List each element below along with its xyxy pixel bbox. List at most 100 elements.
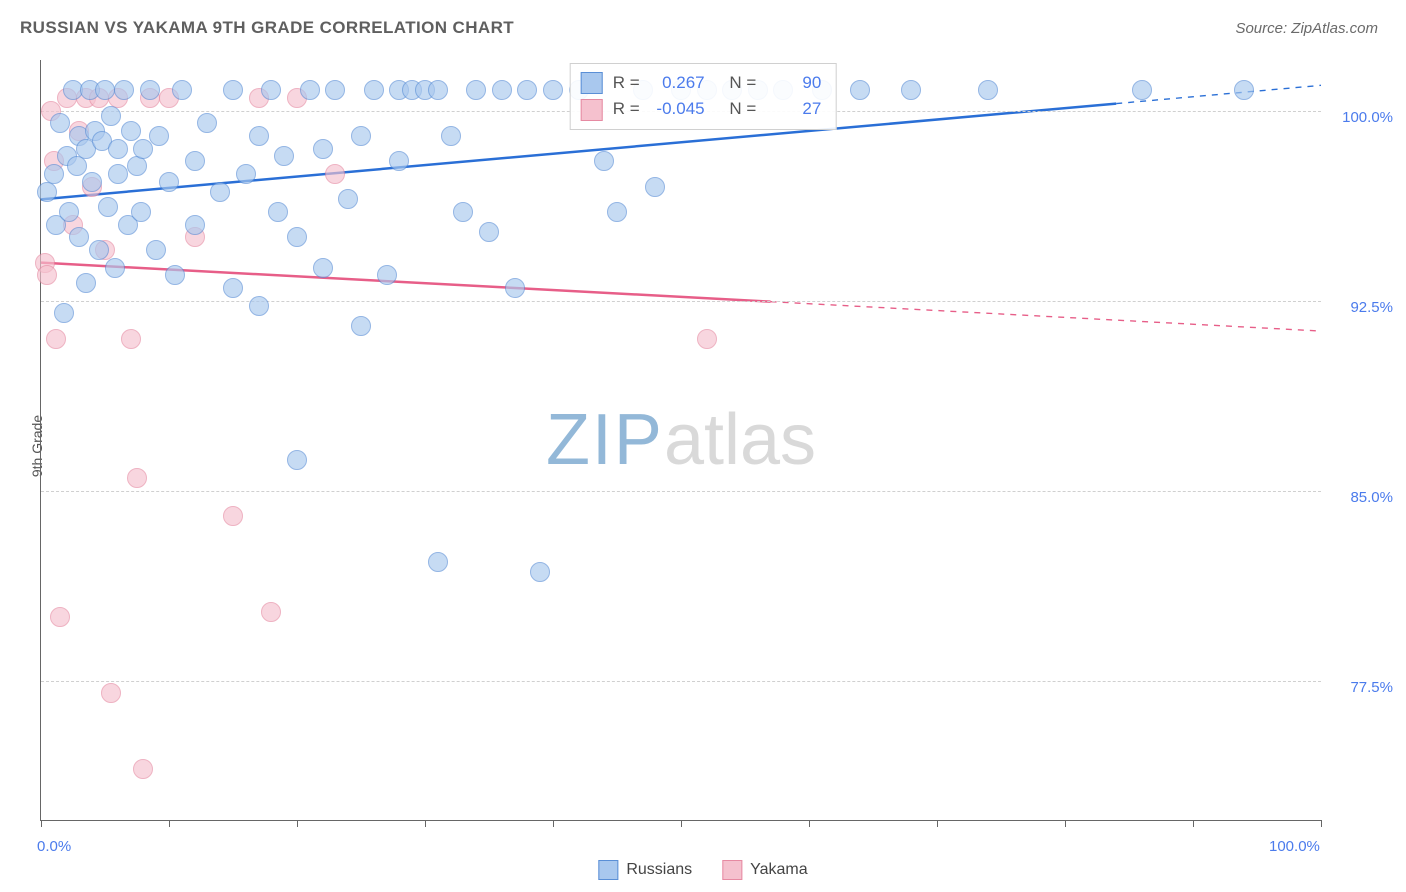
- point-russians: [185, 215, 205, 235]
- y-tick-label: 92.5%: [1350, 299, 1393, 316]
- point-russians: [69, 227, 89, 247]
- point-yakama: [121, 329, 141, 349]
- stats-n-value: 27: [766, 96, 821, 122]
- trend-lines-layer: [41, 60, 1321, 820]
- point-russians: [428, 80, 448, 100]
- x-tick: [553, 820, 554, 827]
- stats-n-value: 90: [766, 70, 821, 96]
- x-tick: [681, 820, 682, 827]
- stats-n-label: N =: [729, 70, 756, 96]
- point-russians: [149, 126, 169, 146]
- stats-row-pink: R = -0.045 N = 27: [581, 96, 822, 122]
- stats-swatch-pink: [581, 99, 603, 121]
- point-russians: [607, 202, 627, 222]
- legend-label: Yakama: [750, 861, 808, 879]
- stats-r-value: 0.267: [650, 70, 705, 96]
- point-russians: [210, 182, 230, 202]
- point-russians: [249, 296, 269, 316]
- point-russians: [105, 258, 125, 278]
- point-russians: [389, 151, 409, 171]
- y-tick-label: 77.5%: [1350, 679, 1393, 696]
- point-yakama: [325, 164, 345, 184]
- point-russians: [59, 202, 79, 222]
- point-russians: [492, 80, 512, 100]
- point-russians: [236, 164, 256, 184]
- gridline: [41, 681, 1321, 682]
- point-russians: [377, 265, 397, 285]
- chart-container: RUSSIAN VS YAKAMA 9TH GRADE CORRELATION …: [0, 0, 1406, 892]
- point-russians: [543, 80, 563, 100]
- point-russians: [978, 80, 998, 100]
- point-russians: [185, 151, 205, 171]
- point-russians: [98, 197, 118, 217]
- legend-swatch-pink: [722, 860, 742, 880]
- point-russians: [172, 80, 192, 100]
- point-russians: [441, 126, 461, 146]
- point-yakama: [223, 506, 243, 526]
- stats-n-label: N =: [729, 96, 756, 122]
- x-tick: [425, 820, 426, 827]
- point-yakama: [46, 329, 66, 349]
- legend-item-yakama: Yakama: [722, 860, 808, 880]
- legend: Russians Yakama: [598, 860, 807, 880]
- point-russians: [131, 202, 151, 222]
- x-tick: [169, 820, 170, 827]
- point-yakama: [133, 759, 153, 779]
- plot-area: ZIPatlas 77.5%85.0%92.5%100.0%0.0%100.0%: [40, 60, 1321, 821]
- chart-title: RUSSIAN VS YAKAMA 9TH GRADE CORRELATION …: [20, 18, 514, 38]
- point-yakama: [697, 329, 717, 349]
- y-tick-label: 100.0%: [1342, 109, 1393, 126]
- point-russians: [76, 273, 96, 293]
- point-russians: [50, 113, 70, 133]
- point-yakama: [261, 602, 281, 622]
- stats-r-label: R =: [613, 70, 640, 96]
- watermark: ZIPatlas: [546, 399, 816, 481]
- x-tick-label: 0.0%: [37, 838, 71, 855]
- point-russians: [82, 172, 102, 192]
- legend-swatch-blue: [598, 860, 618, 880]
- point-russians: [44, 164, 64, 184]
- point-russians: [54, 303, 74, 323]
- point-russians: [249, 126, 269, 146]
- point-russians: [287, 450, 307, 470]
- point-russians: [159, 172, 179, 192]
- point-russians: [287, 227, 307, 247]
- point-russians: [268, 202, 288, 222]
- stats-row-blue: R = 0.267 N = 90: [581, 70, 822, 96]
- point-russians: [645, 177, 665, 197]
- point-russians: [517, 80, 537, 100]
- point-russians: [1234, 80, 1254, 100]
- x-tick-label: 100.0%: [1269, 838, 1320, 855]
- point-yakama: [101, 683, 121, 703]
- point-russians: [101, 106, 121, 126]
- legend-label: Russians: [626, 861, 692, 879]
- legend-item-russians: Russians: [598, 860, 692, 880]
- point-russians: [274, 146, 294, 166]
- point-russians: [67, 156, 87, 176]
- x-tick: [297, 820, 298, 827]
- point-russians: [901, 80, 921, 100]
- point-russians: [140, 80, 160, 100]
- stats-r-label: R =: [613, 96, 640, 122]
- watermark-part2: atlas: [664, 400, 816, 480]
- point-russians: [338, 189, 358, 209]
- trend-line-solid: [41, 263, 771, 302]
- point-yakama: [50, 607, 70, 627]
- trend-line-dashed: [771, 302, 1321, 331]
- gridline: [41, 301, 1321, 302]
- x-tick: [1193, 820, 1194, 827]
- point-russians: [197, 113, 217, 133]
- point-russians: [108, 139, 128, 159]
- point-russians: [1132, 80, 1152, 100]
- stats-swatch-blue: [581, 72, 603, 94]
- point-russians: [313, 258, 333, 278]
- point-russians: [127, 156, 147, 176]
- x-tick: [41, 820, 42, 827]
- point-russians: [466, 80, 486, 100]
- point-yakama: [37, 265, 57, 285]
- point-russians: [223, 80, 243, 100]
- point-russians: [37, 182, 57, 202]
- stats-box: R = 0.267 N = 90 R = -0.045 N = 27: [570, 63, 837, 130]
- point-russians: [121, 121, 141, 141]
- point-russians: [325, 80, 345, 100]
